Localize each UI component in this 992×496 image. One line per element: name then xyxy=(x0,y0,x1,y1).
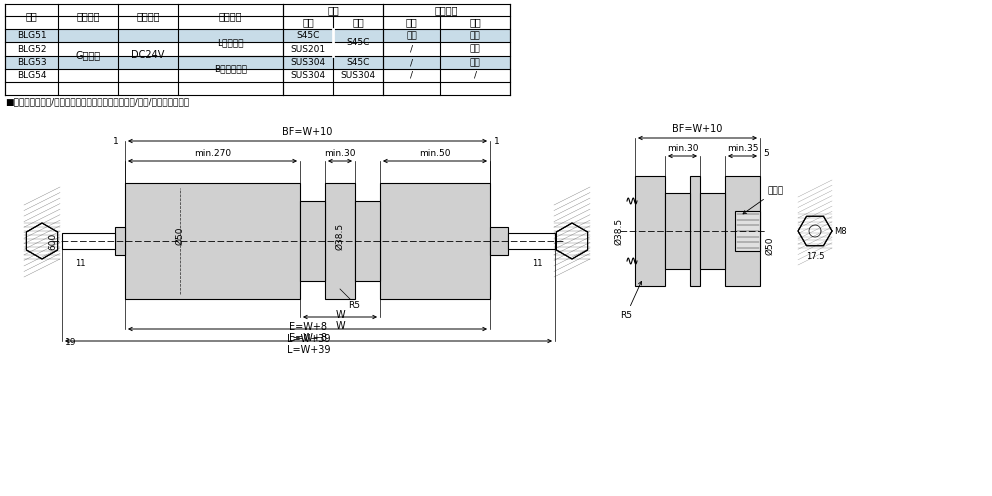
Text: S45C: S45C xyxy=(297,31,319,40)
Bar xyxy=(5,56,510,69)
Text: L内螺纹型: L内螺纹型 xyxy=(217,38,244,47)
Text: 600: 600 xyxy=(48,232,57,249)
Text: min.35: min.35 xyxy=(727,144,758,153)
Text: /: / xyxy=(410,58,413,67)
Text: B扁位安装型: B扁位安装型 xyxy=(214,64,247,73)
Text: 镀锌: 镀锌 xyxy=(406,31,417,40)
Text: 镀锌: 镀锌 xyxy=(469,31,480,40)
Text: 滚筒: 滚筒 xyxy=(406,17,418,27)
Text: L=W+39: L=W+39 xyxy=(287,345,330,355)
Text: 表面处理: 表面处理 xyxy=(434,5,458,15)
Text: 滚筒类型: 滚筒类型 xyxy=(76,11,100,21)
Text: BF=W+10: BF=W+10 xyxy=(673,124,723,134)
Bar xyxy=(690,176,700,286)
Text: SUS304: SUS304 xyxy=(340,71,376,80)
Text: 材质: 材质 xyxy=(327,5,339,15)
Text: 内螺纹: 内螺纹 xyxy=(743,186,784,214)
Text: S45C: S45C xyxy=(346,58,370,67)
Text: SUS201: SUS201 xyxy=(291,45,325,54)
Bar xyxy=(125,183,300,299)
Text: 镀铬: 镀铬 xyxy=(469,58,480,67)
Text: R5: R5 xyxy=(348,301,360,310)
Text: 芯轴: 芯轴 xyxy=(469,17,481,27)
Bar xyxy=(62,233,115,249)
Text: min.30: min.30 xyxy=(667,144,698,153)
Text: ■附：芯轴有圆轴/六角轴可选。芯轴表面处理有镀锌/镀铬/无表面处理可选: ■附：芯轴有圆轴/六角轴可选。芯轴表面处理有镀锌/镀铬/无表面处理可选 xyxy=(5,97,189,106)
Bar xyxy=(508,233,555,249)
Text: 5: 5 xyxy=(763,148,769,158)
Text: 滚筒: 滚筒 xyxy=(303,17,313,27)
Text: E=W+8: E=W+8 xyxy=(289,333,326,343)
Bar xyxy=(5,29,510,42)
Bar xyxy=(700,193,725,269)
Bar xyxy=(380,183,490,299)
Text: Ø50: Ø50 xyxy=(765,237,774,255)
Text: DC24V: DC24V xyxy=(131,51,165,61)
Bar xyxy=(725,176,760,286)
Text: 11: 11 xyxy=(74,259,85,268)
Text: S45C: S45C xyxy=(346,38,370,47)
Text: BLG51: BLG51 xyxy=(17,31,47,40)
Text: M8: M8 xyxy=(834,227,846,236)
Text: W: W xyxy=(335,310,345,320)
Text: 镀铬: 镀铬 xyxy=(469,45,480,54)
Text: W: W xyxy=(335,321,345,331)
Text: 1: 1 xyxy=(113,136,119,145)
Text: R5: R5 xyxy=(620,281,642,320)
Bar xyxy=(735,211,760,251)
Text: 芯轴: 芯轴 xyxy=(352,17,364,27)
Text: Ø38.5: Ø38.5 xyxy=(335,222,344,249)
Text: 11: 11 xyxy=(532,259,543,268)
Text: G双槽型: G双槽型 xyxy=(75,51,100,61)
Polygon shape xyxy=(798,216,832,246)
Text: 安装方式: 安装方式 xyxy=(219,11,242,21)
Bar xyxy=(325,183,355,299)
Text: BLG53: BLG53 xyxy=(17,58,47,67)
Text: BLG52: BLG52 xyxy=(17,45,47,54)
Text: SUS304: SUS304 xyxy=(291,71,325,80)
Bar xyxy=(355,201,380,281)
Text: Ø50: Ø50 xyxy=(176,227,185,245)
Text: /: / xyxy=(410,45,413,54)
Text: 代码: 代码 xyxy=(26,11,38,21)
Bar xyxy=(300,201,325,281)
Polygon shape xyxy=(27,223,58,259)
Text: 1: 1 xyxy=(494,136,500,145)
Bar xyxy=(490,227,508,255)
Text: 17.5: 17.5 xyxy=(806,252,824,261)
Text: /: / xyxy=(410,71,413,80)
Text: 19: 19 xyxy=(65,338,76,347)
Bar xyxy=(665,193,690,269)
Text: Ø38.5: Ø38.5 xyxy=(614,217,624,245)
Text: BF=W+10: BF=W+10 xyxy=(283,127,332,137)
Text: min.50: min.50 xyxy=(420,149,450,158)
Text: /: / xyxy=(473,71,476,80)
Text: SUS304: SUS304 xyxy=(291,58,325,67)
Bar xyxy=(635,176,665,286)
Text: BLG54: BLG54 xyxy=(17,71,47,80)
Text: E=W+8: E=W+8 xyxy=(289,322,326,332)
Bar xyxy=(115,227,125,255)
Polygon shape xyxy=(557,223,587,259)
Text: 电源类型: 电源类型 xyxy=(136,11,160,21)
Text: min.270: min.270 xyxy=(194,149,231,158)
Text: min.30: min.30 xyxy=(324,149,356,158)
Text: L=W+39: L=W+39 xyxy=(287,334,330,344)
